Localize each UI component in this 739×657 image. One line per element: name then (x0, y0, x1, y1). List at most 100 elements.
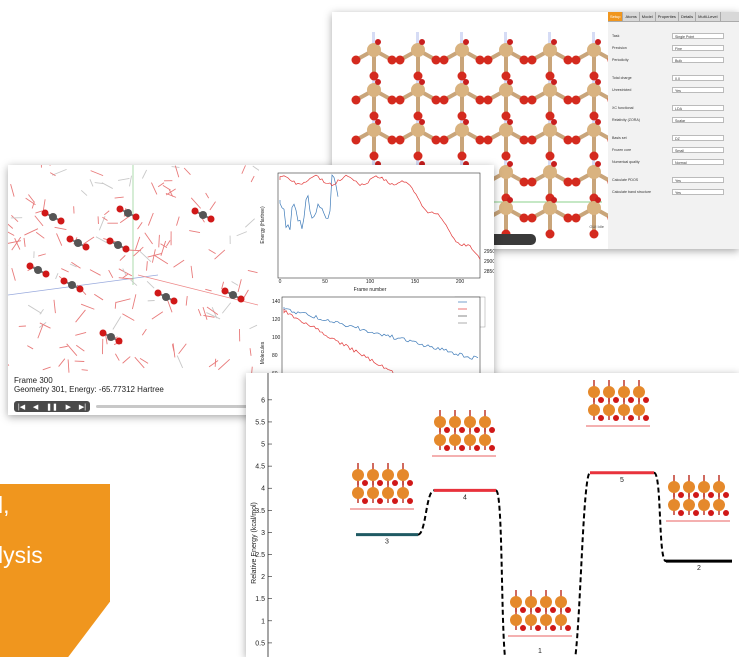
property-row: Calculate PDOS Yes (612, 177, 736, 184)
property-value-field[interactable]: Yes (672, 189, 724, 195)
property-value-field[interactable]: Normal (672, 159, 724, 165)
first-frame-icon[interactable]: |◀ (17, 403, 26, 411)
property-value-field[interactable]: Yes (672, 87, 724, 93)
property-label: Relativity (ZORA) (612, 118, 640, 122)
property-value-field[interactable]: Single Point (672, 33, 724, 39)
molecule-plot-ylabel: Molecules (260, 341, 266, 364)
property-label: Periodicity (612, 58, 629, 62)
tab-details[interactable]: Details (679, 12, 697, 21)
structure-thumbnail (586, 380, 650, 427)
energy-ytick: 1 (261, 618, 265, 625)
property-value-field[interactable]: DZ (672, 135, 724, 141)
property-label: Calculate band structure (612, 190, 651, 194)
state-label: 2 (697, 565, 701, 572)
tab-multi-level[interactable]: Multi-Level (696, 12, 721, 21)
energy-diagram: Relative Energy (kcal/mol) 6 5.5 5 4.5 4 3.5 3… (251, 373, 732, 657)
ytick-120: 120 (272, 317, 281, 323)
ytick-right-2: 2850 (484, 269, 494, 275)
transition-connector (574, 471, 591, 657)
prev-frame-icon[interactable]: ◀ (32, 403, 39, 411)
property-label: Total charge (612, 76, 632, 80)
last-frame-icon[interactable]: ▶| (78, 403, 87, 411)
property-row: Total charge 0.0 (612, 75, 736, 82)
energy-ylabel: Relative Energy (kcal/mol) (251, 502, 258, 584)
state-label: 1 (538, 648, 542, 655)
feature-badge: l, lysis (0, 484, 110, 657)
energy-ytick: 3.5 (255, 508, 265, 515)
property-value-field[interactable]: Bulk (672, 57, 724, 63)
ytick-80: 80 (272, 353, 278, 359)
xtick-0: 0 (279, 279, 282, 285)
properties-panel: Setup Atoms Model Properties Details Mul… (608, 12, 739, 249)
property-row: Relativity (ZORA) Scalar (612, 117, 736, 124)
energy-ytick: 5.5 (255, 419, 265, 426)
play-icon[interactable]: ▶ (65, 403, 72, 411)
property-row: Precision Fine (612, 45, 736, 52)
tab-setup[interactable]: Setup (608, 12, 624, 21)
xtick-100: 100 (366, 279, 375, 285)
property-label: Task (612, 34, 620, 38)
ytick-right-0: 2950 (484, 249, 494, 255)
energy-plot: Energy (Hartree) Frame number 0 50 100 1… (260, 165, 494, 293)
property-row: Calculate band structure Yes (612, 189, 736, 196)
molecule-snapshot-image (8, 165, 264, 374)
property-row: Task Single Point (612, 33, 736, 40)
property-label: Unrestricted (612, 88, 632, 92)
property-label: Precision (612, 46, 627, 50)
tab-atoms[interactable]: Atoms (623, 12, 640, 21)
transition-connector (653, 471, 667, 563)
energy-ytick: 4 (261, 486, 265, 493)
structure-thumbnail (508, 590, 572, 637)
ytick-140: 140 (272, 299, 281, 305)
xtick-50: 50 (322, 279, 328, 285)
badge-line-2: lysis (0, 542, 43, 568)
energy-ytick: 2.5 (255, 552, 265, 559)
badge-line-1: l, (0, 492, 10, 518)
molecule-viewport[interactable]: Frame 300 Geometry 301, Energy: -65.7731… (8, 165, 446, 415)
tab-properties[interactable]: Properties (656, 12, 679, 21)
property-label: XC functional (612, 106, 634, 110)
status-text: GUI Idle (589, 224, 604, 229)
property-row: Periodicity Bulk (612, 57, 736, 64)
energy-plot-xlabel: Frame number (354, 287, 387, 293)
property-label: Frozen core (612, 148, 632, 152)
energy-ytick: 2 (261, 574, 265, 581)
frame-label: Frame 300 (14, 376, 53, 385)
energy-diagram-window: Relative Energy (kcal/mol) 6 5.5 5 4.5 4 3.5 3… (246, 373, 739, 657)
property-row: Basis set DZ (612, 135, 736, 142)
property-row: Numerical quality Normal (612, 159, 736, 166)
geometry-energy-label: Geometry 301, Energy: -65.77312 Hartree (14, 385, 164, 394)
energy-ytick: 3 (261, 530, 265, 537)
energy-ytick: 5 (261, 442, 265, 449)
state-label: 3 (385, 539, 389, 546)
transition-connector (495, 489, 507, 657)
property-label: Calculate PDOS (612, 178, 639, 182)
gui-window: GUI Idle Setup Atoms Model Properties De… (332, 12, 739, 249)
property-row: Unrestricted Yes (612, 87, 736, 94)
property-value-field[interactable]: LDA (672, 105, 724, 111)
structure-thumbnail (432, 410, 496, 457)
playback-buttons: |◀ ◀ ❚❚ ▶ ▶| (14, 401, 90, 412)
xtick-200: 200 (456, 279, 465, 285)
energy-ytick: 4.5 (255, 464, 265, 471)
tab-model[interactable]: Model (640, 12, 656, 21)
property-label: Numerical quality (612, 160, 640, 164)
property-value-field[interactable]: 0.0 (672, 75, 724, 81)
energy-plot-ylabel: Energy (Hartree) (260, 206, 266, 244)
property-row: Frozen core Small (612, 147, 736, 154)
property-value-field[interactable]: Fine (672, 45, 724, 51)
property-value-field[interactable]: Scalar (672, 117, 724, 123)
energy-ytick: 1.5 (255, 596, 265, 603)
pause-icon[interactable]: ❚❚ (46, 403, 58, 411)
state-label: 5 (620, 477, 624, 484)
property-label: Basis set (612, 136, 627, 140)
energy-plot-canvas: Energy (Hartree) Frame number 0 50 100 1… (260, 172, 494, 293)
energy-ytick: 6 (261, 397, 265, 404)
panel-tabs: Setup Atoms Model Properties Details Mul… (608, 12, 739, 22)
structure-thumbnail (350, 463, 414, 510)
structure-thumbnail (666, 475, 730, 522)
property-value-field[interactable]: Yes (672, 177, 724, 183)
transition-connector (417, 489, 435, 536)
energy-ytick: 0.5 (255, 640, 265, 647)
property-value-field[interactable]: Small (672, 147, 724, 153)
